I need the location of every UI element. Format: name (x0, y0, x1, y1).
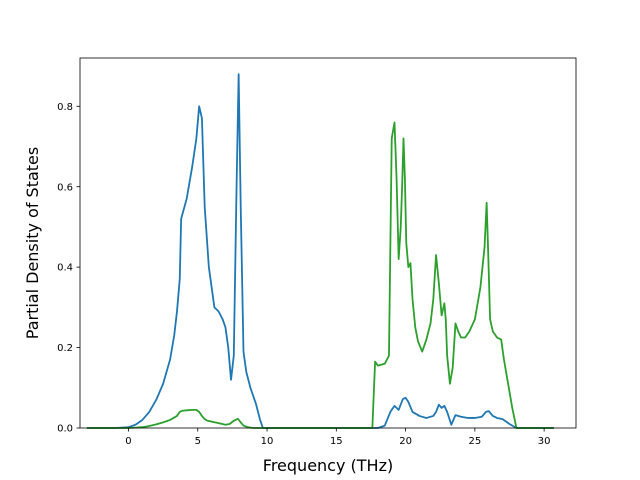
series-line-1 (86, 73, 554, 429)
y-tick-label: 0.0 (57, 424, 73, 435)
y-tick-label: 0.4 (57, 263, 73, 274)
series-layer (86, 73, 554, 429)
x-tick-label: 25 (468, 436, 481, 447)
plot-frame (79, 57, 577, 429)
series-line-2 (86, 121, 554, 429)
x-tick-label: 0 (125, 436, 131, 447)
y-axis-label: Partial Density of States (23, 147, 42, 339)
x-tick-label: 10 (261, 436, 274, 447)
y-tick-label: 0.2 (57, 343, 73, 354)
y-tick-label: 0.8 (57, 102, 73, 113)
x-tick-label: 20 (399, 436, 412, 447)
x-axis-label: Frequency (THz) (263, 456, 393, 475)
x-tick-label: 30 (538, 436, 551, 447)
y-tick-label: 0.6 (57, 182, 73, 193)
x-tick-label: 5 (195, 436, 201, 447)
tick-layer: 0 5 10 15 20 25 30 0.0 0.2 0.4 0.6 0.8 (57, 102, 550, 447)
x-tick-label: 15 (330, 436, 343, 447)
